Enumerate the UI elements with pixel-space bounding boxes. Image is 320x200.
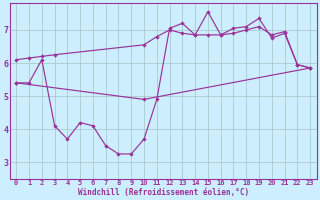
X-axis label: Windchill (Refroidissement éolien,°C): Windchill (Refroidissement éolien,°C) [78, 188, 249, 197]
